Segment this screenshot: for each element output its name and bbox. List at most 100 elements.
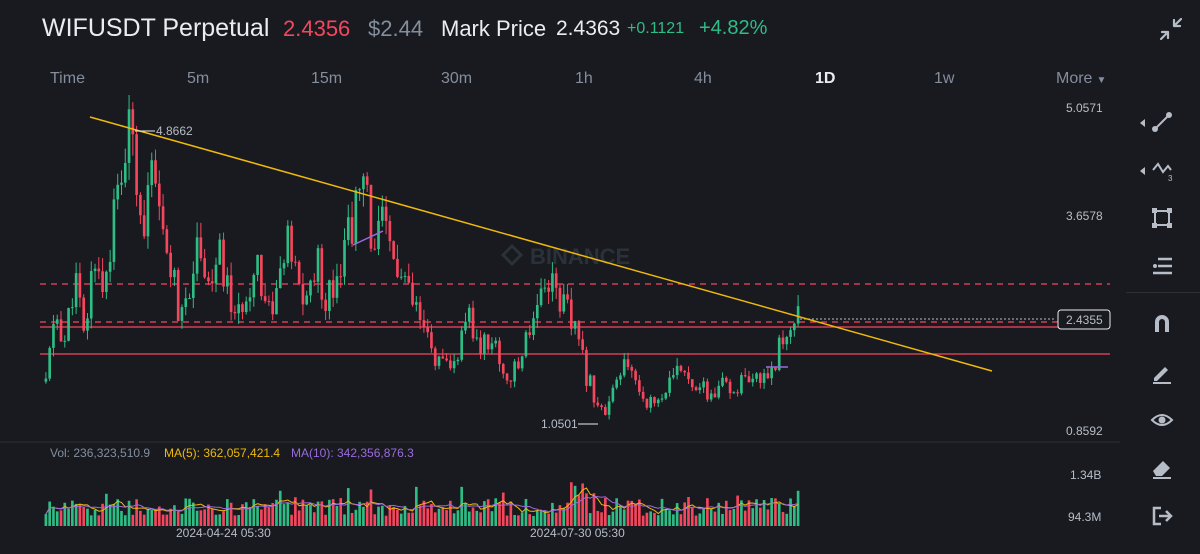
candle-body xyxy=(630,366,634,371)
candle-body xyxy=(668,377,671,393)
candle-body xyxy=(74,273,78,308)
tab-1d[interactable]: 1D xyxy=(815,70,836,87)
volume-bar xyxy=(626,500,630,526)
candle-body xyxy=(539,288,543,305)
eye-icon[interactable] xyxy=(1140,402,1180,438)
volume-bar xyxy=(271,503,275,526)
candle-body xyxy=(244,301,248,313)
volume-bar xyxy=(142,514,146,526)
volume-bar xyxy=(237,515,240,526)
volume-bar xyxy=(437,508,441,526)
volume-bar xyxy=(305,504,309,526)
volume-bar xyxy=(67,508,70,526)
volume-bar xyxy=(679,514,683,526)
candle-body xyxy=(437,356,441,366)
volume-bar xyxy=(384,515,388,526)
tab-time[interactable]: Time xyxy=(50,70,85,87)
candle-body xyxy=(384,206,388,222)
volume-bar xyxy=(505,515,509,526)
volume-bar xyxy=(131,514,135,526)
exit-icon[interactable] xyxy=(1140,498,1180,534)
candle-body xyxy=(350,217,354,244)
volume-bar xyxy=(486,499,490,526)
candle-body xyxy=(569,299,573,329)
volume-label: Vol: 236,323,510.9 xyxy=(50,446,150,460)
fib-tool-icon[interactable] xyxy=(1140,248,1180,284)
candle-body xyxy=(422,320,426,327)
volume-bar xyxy=(191,502,195,526)
volume-bar xyxy=(210,508,214,526)
volume-bar xyxy=(713,511,717,526)
candle-body xyxy=(407,275,411,283)
candle-body xyxy=(433,348,437,366)
last-price: 2.4356 xyxy=(283,16,351,41)
candle-body xyxy=(611,387,615,402)
volume-bar xyxy=(532,515,535,526)
drawn-segment-purple[interactable] xyxy=(352,230,384,246)
volume-bar xyxy=(157,506,161,526)
tab-1w[interactable]: 1w xyxy=(934,70,955,87)
candle-body xyxy=(528,332,532,335)
candle-body xyxy=(460,330,464,360)
candle-body xyxy=(615,379,618,388)
volume-bar xyxy=(388,505,392,526)
symbol-title[interactable]: WIFUSDT Perpetual xyxy=(42,14,270,42)
candle-body xyxy=(120,182,123,185)
candle-body xyxy=(649,397,653,408)
price-chart[interactable]: BINANCE 4.8662 1.0501 5.0571 3.6578 0.85… xyxy=(0,95,1120,554)
tab-4h[interactable]: 4h xyxy=(694,70,712,87)
brush-icon[interactable] xyxy=(1140,354,1180,390)
candle-body xyxy=(78,273,82,298)
volume-bar xyxy=(108,504,112,526)
volume-bar xyxy=(267,507,271,526)
volume-bar xyxy=(127,500,131,526)
candle-body xyxy=(241,304,244,313)
tab-1h[interactable]: 1h xyxy=(575,70,593,87)
volume-bar xyxy=(702,507,705,526)
candle-body xyxy=(479,337,482,354)
candle-body xyxy=(675,365,679,376)
volume-bar xyxy=(569,482,573,526)
tab-more[interactable]: More ▼ xyxy=(1056,70,1106,88)
volume-bar xyxy=(52,506,55,526)
collapse-icon[interactable] xyxy=(1158,16,1184,42)
magnet-icon[interactable] xyxy=(1140,306,1180,342)
rectangle-tool-icon[interactable] xyxy=(1140,200,1180,236)
candlestick-series xyxy=(44,95,800,420)
candle-body xyxy=(112,199,116,262)
candle-body xyxy=(690,379,694,388)
candle-body xyxy=(116,184,120,200)
candle-body xyxy=(354,190,358,244)
candle-body xyxy=(263,296,267,302)
volume-bar xyxy=(222,511,225,526)
volume-bar xyxy=(331,499,335,526)
eraser-icon[interactable] xyxy=(1140,450,1180,486)
candle-body xyxy=(396,258,399,277)
volume-bar xyxy=(248,506,252,526)
volume-bar xyxy=(551,502,554,526)
volume-bar xyxy=(751,508,755,526)
candle-body xyxy=(248,297,252,302)
tab-5m[interactable]: 5m xyxy=(187,70,210,87)
candle-body xyxy=(551,273,554,292)
line-tool-icon[interactable] xyxy=(1140,104,1180,140)
volume-bar xyxy=(774,498,777,526)
volume-bar xyxy=(706,498,709,526)
volume-bar xyxy=(214,514,218,526)
volume-bar xyxy=(445,510,448,526)
tab-15m[interactable]: 15m xyxy=(311,70,343,87)
volume-bar xyxy=(101,503,104,526)
volume-bar xyxy=(558,505,562,526)
candle-body xyxy=(294,261,297,263)
tab-30m[interactable]: 30m xyxy=(441,70,473,87)
ma10-line xyxy=(45,495,799,515)
candle-body xyxy=(44,378,48,382)
wave-tool-icon[interactable]: 3 xyxy=(1140,152,1180,188)
candle-body xyxy=(271,301,275,315)
volume-bar xyxy=(241,504,244,526)
descending-trendline[interactable] xyxy=(89,116,993,372)
candle-body xyxy=(301,283,305,305)
volume-bar xyxy=(105,493,108,526)
volume-bar xyxy=(577,495,581,526)
volume-bar xyxy=(365,501,369,526)
